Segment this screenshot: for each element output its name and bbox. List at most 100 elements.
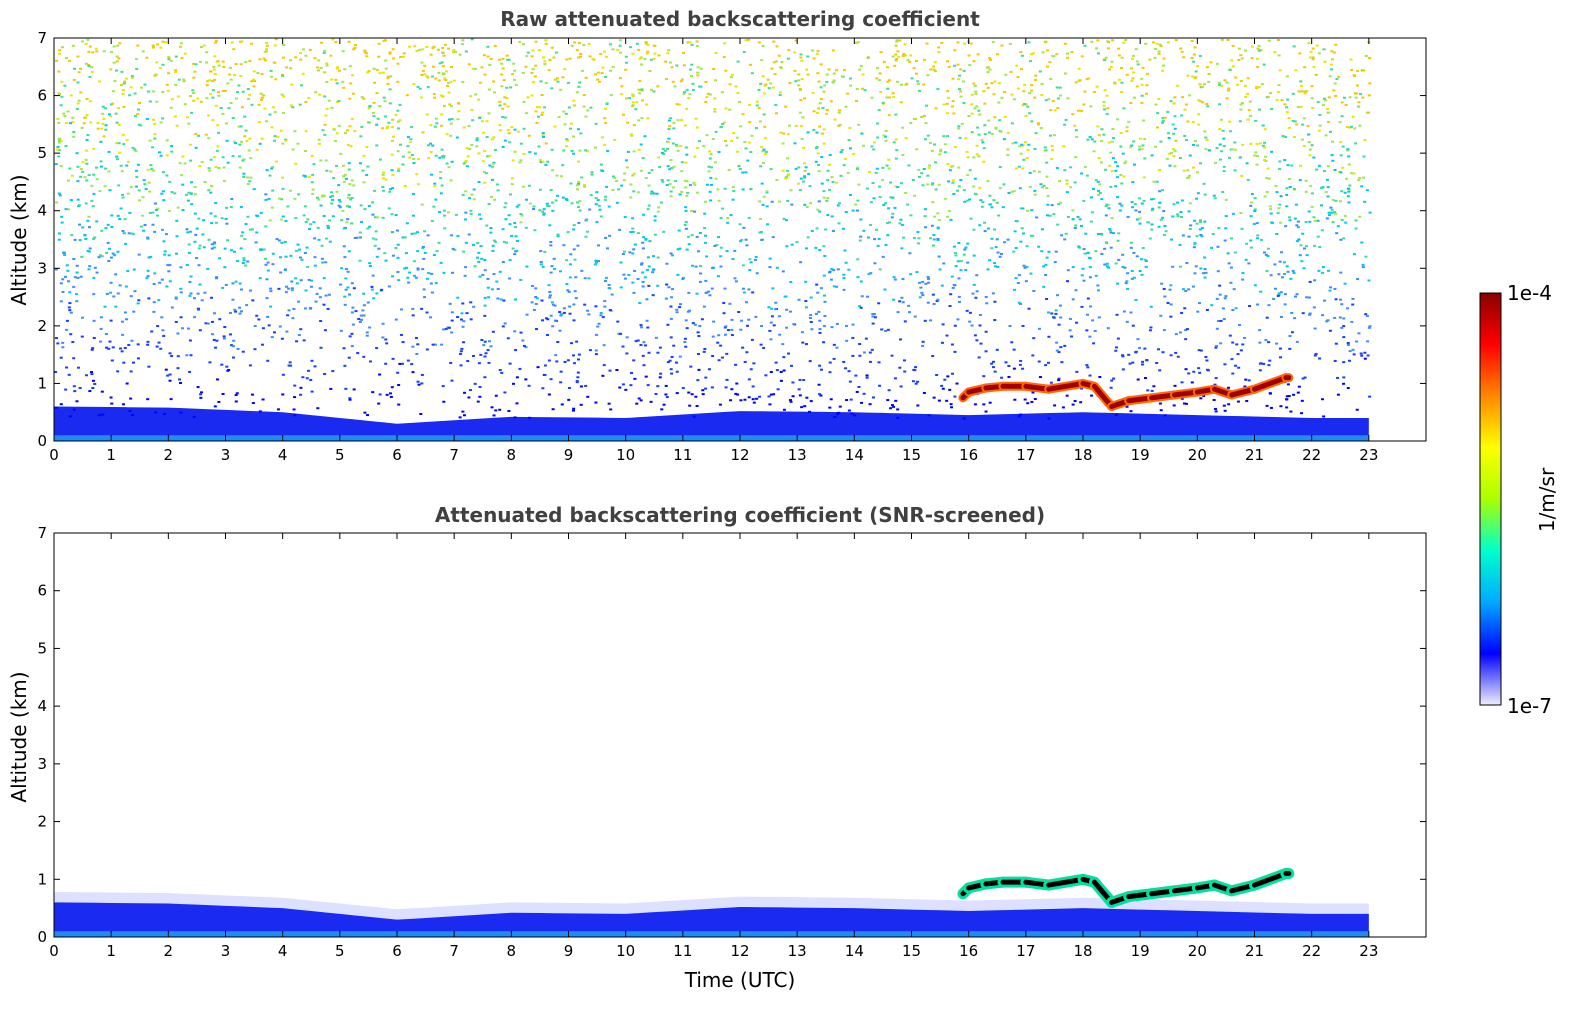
- noise-pixel: [832, 269, 836, 272]
- noise-pixel: [1169, 100, 1173, 103]
- noise-pixel: [543, 250, 547, 253]
- noise-pixel: [1161, 216, 1165, 219]
- noise-pixel: [585, 218, 589, 221]
- noise-pixel: [887, 114, 891, 117]
- noise-pixel: [957, 166, 961, 169]
- noise-pixel: [390, 231, 394, 234]
- noise-pixel: [452, 51, 456, 54]
- noise-pixel: [104, 107, 108, 110]
- noise-pixel: [220, 217, 224, 220]
- noise-pixel: [276, 408, 280, 411]
- noise-pixel: [166, 374, 170, 377]
- noise-pixel: [1138, 346, 1142, 349]
- noise-pixel: [281, 393, 285, 396]
- noise-pixel: [111, 90, 115, 93]
- noise-pixel: [880, 328, 884, 331]
- noise-pixel: [149, 255, 153, 258]
- noise-pixel: [1275, 98, 1279, 101]
- noise-pixel: [486, 45, 490, 48]
- noise-pixel: [904, 191, 908, 194]
- noise-pixel: [565, 259, 569, 262]
- noise-pixel: [1006, 148, 1010, 151]
- noise-pixel: [1220, 84, 1224, 87]
- noise-pixel: [126, 270, 130, 273]
- noise-pixel: [917, 176, 921, 179]
- noise-pixel: [993, 80, 997, 83]
- noise-pixel: [639, 324, 643, 327]
- noise-pixel: [966, 242, 970, 245]
- noise-pixel: [1362, 155, 1366, 158]
- noise-pixel: [1135, 218, 1139, 221]
- noise-pixel: [1166, 110, 1170, 113]
- noise-pixel: [1246, 77, 1250, 80]
- noise-pixel: [1184, 290, 1188, 293]
- noise-pixel: [1135, 255, 1139, 258]
- noise-pixel: [578, 81, 582, 84]
- noise-pixel: [100, 127, 104, 130]
- noise-pixel: [416, 380, 420, 383]
- noise-pixel: [440, 155, 444, 158]
- noise-pixel: [532, 308, 536, 311]
- noise-pixel: [842, 68, 846, 71]
- noise-pixel: [1318, 245, 1322, 248]
- noise-pixel: [371, 391, 375, 394]
- noise-pixel: [640, 262, 644, 265]
- noise-pixel: [899, 385, 903, 388]
- noise-pixel: [453, 248, 457, 251]
- noise-pixel: [1129, 246, 1133, 249]
- noise-pixel: [883, 288, 887, 291]
- noise-pixel: [476, 400, 480, 403]
- noise-pixel: [524, 378, 528, 381]
- noise-pixel: [266, 315, 270, 318]
- noise-pixel: [1292, 187, 1296, 190]
- noise-pixel: [546, 160, 550, 163]
- noise-pixel: [825, 112, 829, 115]
- noise-pixel: [230, 344, 234, 347]
- noise-pixel: [165, 154, 169, 157]
- noise-pixel: [616, 320, 620, 323]
- noise-pixel: [933, 61, 937, 64]
- noise-pixel: [596, 78, 600, 81]
- noise-pixel: [973, 84, 977, 87]
- noise-pixel: [915, 148, 919, 151]
- noise-pixel: [1110, 217, 1114, 220]
- noise-pixel: [161, 40, 165, 43]
- noise-pixel: [213, 241, 217, 244]
- noise-pixel: [868, 351, 872, 354]
- noise-pixel: [567, 290, 571, 293]
- noise-pixel: [239, 247, 243, 250]
- noise-pixel: [1249, 114, 1253, 117]
- noise-pixel: [666, 361, 670, 364]
- noise-pixel: [1324, 99, 1328, 102]
- noise-pixel: [515, 205, 519, 208]
- noise-pixel: [265, 50, 269, 53]
- noise-pixel: [437, 79, 441, 82]
- noise-pixel: [365, 414, 369, 417]
- noise-pixel: [534, 40, 538, 43]
- noise-pixel: [881, 101, 885, 104]
- noise-pixel: [189, 192, 193, 195]
- noise-pixel: [549, 378, 553, 381]
- noise-pixel: [719, 216, 723, 219]
- noise-pixel: [1285, 111, 1289, 114]
- noise-pixel: [808, 360, 812, 363]
- noise-pixel: [489, 227, 493, 230]
- noise-pixel: [772, 61, 776, 64]
- noise-pixel: [1308, 313, 1312, 316]
- noise-pixel: [628, 251, 632, 254]
- noise-pixel: [217, 64, 221, 67]
- noise-pixel: [1138, 217, 1142, 220]
- noise-pixel: [217, 94, 221, 97]
- noise-pixel: [167, 270, 171, 273]
- noise-pixel: [1200, 235, 1204, 238]
- noise-pixel: [551, 169, 555, 172]
- noise-pixel: [1023, 398, 1027, 401]
- noise-pixel: [232, 140, 236, 143]
- noise-pixel: [1000, 44, 1004, 47]
- noise-pixel: [270, 206, 274, 209]
- noise-pixel: [1096, 233, 1100, 236]
- noise-pixel: [343, 364, 347, 367]
- noise-pixel: [76, 276, 80, 279]
- noise-pixel: [355, 236, 359, 239]
- noise-pixel: [984, 330, 988, 333]
